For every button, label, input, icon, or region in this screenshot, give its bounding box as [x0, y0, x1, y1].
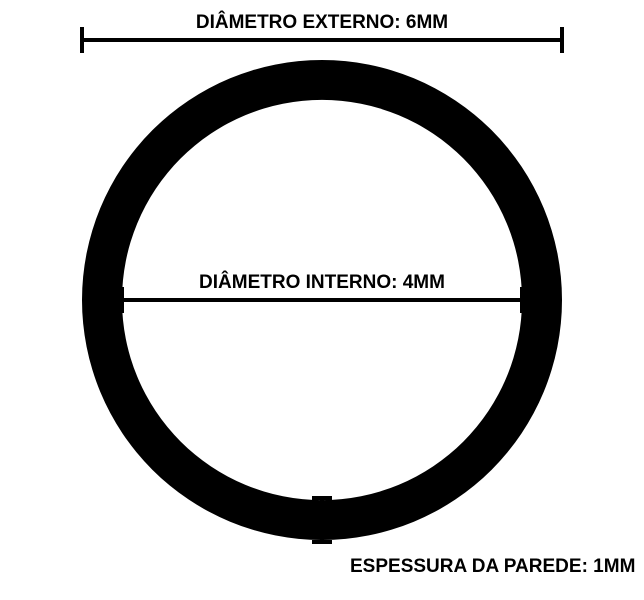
inner-diameter-label: DIÂMETRO INTERNO: 4MM	[199, 271, 445, 293]
wall-thickness-label: ESPESSURA DA PAREDE: 1MM	[350, 556, 635, 577]
outer-diameter-label: DIÂMETRO EXTERNO: 6MM	[196, 11, 448, 33]
tube-cross-section-diagram: DIÂMETRO EXTERNO: 6MM DIÂMETRO INTERNO: …	[0, 0, 644, 600]
